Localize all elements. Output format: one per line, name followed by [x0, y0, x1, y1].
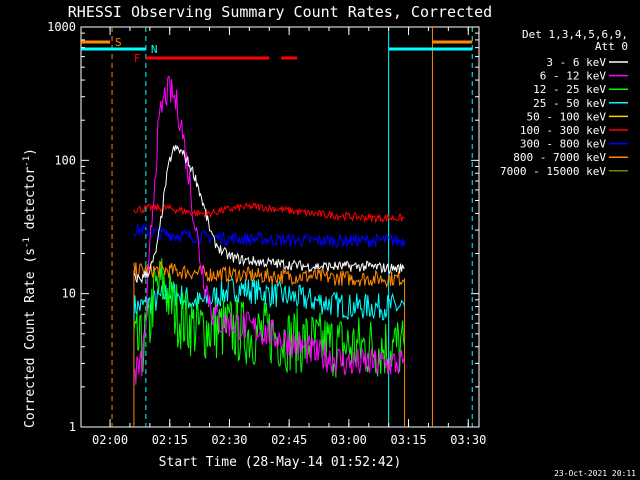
y-axis-label-tail: detector — [23, 167, 38, 238]
series-line — [133, 144, 405, 284]
x-axis-label: Start Time (28-May-14 01:52:42) — [159, 455, 402, 470]
plot-frame — [80, 26, 480, 428]
footer-timestamp: 23-Oct-2021 20:11 — [554, 469, 636, 478]
y-axis-label-main: Corrected Count Rate (s — [23, 248, 38, 428]
y-tick-label: 10 — [62, 287, 76, 301]
axis-ticks: 1 10 100 1000 02:00 02:15 02:30 02:45 03:00 03:15… — [47, 20, 486, 447]
legend-entry-label: 3 - 6 keV — [546, 56, 606, 69]
legend-header: Det 1,3,4,5,6,9, — [522, 28, 628, 41]
y-axis-label: Corrected Count Rate (s-1 detector-1) — [22, 148, 38, 428]
x-tick-label: 03:00 — [331, 433, 367, 447]
series-line — [133, 201, 405, 224]
x-tick-label: 02:15 — [152, 433, 188, 447]
y-tick-label: 100 — [54, 153, 76, 167]
legend-entry-label: 50 - 100 keV — [527, 110, 607, 123]
series-line — [133, 260, 406, 289]
series-line — [133, 75, 406, 385]
series-line — [133, 258, 406, 378]
y-tick-label: 1 — [69, 420, 76, 434]
legend-entry-label: 800 - 7000 keV — [513, 151, 606, 164]
chart-title: RHESSI Observing Summary Count Rates, Co… — [68, 3, 492, 21]
legend-entry-label: 6 - 12 keV — [540, 70, 607, 83]
x-tick-label: 02:30 — [211, 433, 247, 447]
legend-entry-label: 300 - 800 keV — [520, 138, 606, 151]
y-axis-label-close: ) — [23, 148, 38, 156]
legend-entry-label: 7000 - 15000 keV — [500, 165, 606, 178]
x-tick-label: 02:45 — [271, 433, 307, 447]
legend-header: Att 0 — [595, 40, 628, 53]
flag-label-f: F — [134, 52, 141, 65]
plot-area: S NF — [80, 26, 480, 428]
x-tick-label: 02:00 — [92, 433, 128, 447]
flag-label-s: S — [115, 36, 122, 49]
y-tick-label: 1000 — [47, 20, 76, 34]
flag-label-n: N — [151, 43, 158, 56]
x-tick-label: 03:15 — [390, 433, 426, 447]
x-tick-label: 03:30 — [450, 433, 486, 447]
legend-entry-label: 100 - 300 keV — [520, 124, 606, 137]
legend-entry-label: 12 - 25 keV — [533, 83, 606, 96]
series-line — [133, 223, 406, 249]
y-axis-label-sup: -1 — [22, 237, 32, 248]
legend-entry-label: 25 - 50 keV — [533, 97, 606, 110]
series-line — [133, 278, 406, 321]
y-axis-label-sup2: -1 — [22, 156, 32, 167]
